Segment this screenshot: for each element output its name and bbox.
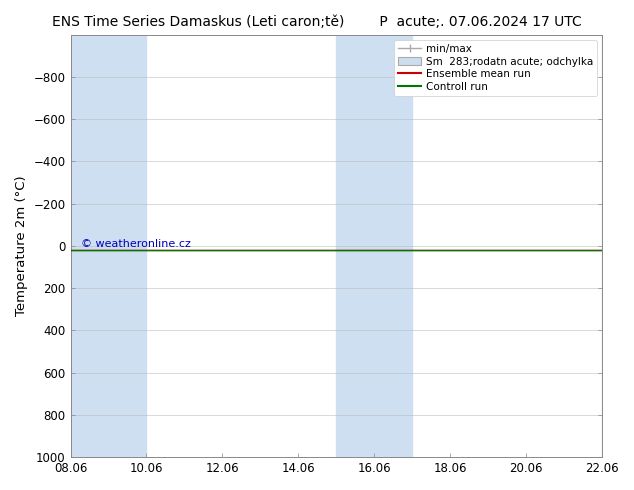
Bar bbox=[602, 35, 634, 457]
Legend: min/max, Sm  283;rodatn acute; odchylka, Ensemble mean run, Controll run: min/max, Sm 283;rodatn acute; odchylka, … bbox=[394, 40, 597, 96]
Text: © weatheronline.cz: © weatheronline.cz bbox=[81, 239, 191, 249]
Bar bbox=[70, 35, 146, 457]
Text: ENS Time Series Damaskus (Leti caron;tě)        P  acute;. 07.06.2024 17 UTC: ENS Time Series Damaskus (Leti caron;tě)… bbox=[52, 15, 582, 29]
Y-axis label: Temperature 2m (°C): Temperature 2m (°C) bbox=[15, 175, 28, 316]
Bar bbox=[337, 35, 412, 457]
